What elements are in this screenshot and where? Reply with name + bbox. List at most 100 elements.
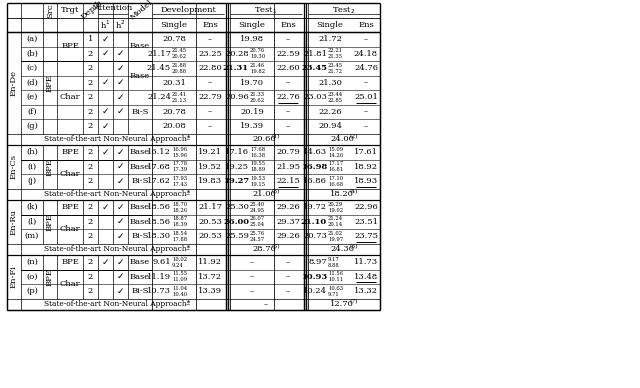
Text: 18.26: 18.26 [172, 208, 187, 213]
Text: 17.43: 17.43 [172, 182, 187, 187]
Text: 22.85: 22.85 [328, 97, 343, 102]
Text: 21.45: 21.45 [172, 48, 187, 54]
Text: (j): (j) [28, 177, 36, 185]
Text: 24.30: 24.30 [330, 245, 354, 253]
Text: Src: Src [46, 3, 54, 18]
Text: 19.72: 19.72 [303, 203, 327, 211]
Text: 22.96: 22.96 [354, 203, 378, 211]
Text: (c): (c) [26, 64, 38, 72]
Text: 11.19: 11.19 [147, 273, 171, 281]
Text: Bi-S: Bi-S [131, 232, 148, 240]
Text: 16.98: 16.98 [301, 163, 327, 171]
Text: 2: 2 [88, 177, 93, 185]
Text: 19.55: 19.55 [250, 161, 265, 166]
Text: ✓: ✓ [102, 35, 109, 44]
Text: 11.04: 11.04 [172, 286, 187, 291]
Text: –: – [250, 273, 254, 281]
Text: 10.24: 10.24 [303, 287, 327, 295]
Text: 15.09: 15.09 [328, 147, 343, 152]
Text: 2: 2 [88, 232, 93, 240]
Text: 2: 2 [88, 163, 93, 171]
Text: 20.08: 20.08 [162, 122, 186, 130]
Text: ✓: ✓ [116, 217, 124, 226]
Text: (4): (4) [350, 189, 358, 194]
Text: 2: 2 [88, 218, 93, 226]
Text: (h): (h) [26, 148, 38, 156]
Text: 20.78: 20.78 [162, 35, 186, 43]
Text: 10.11: 10.11 [328, 277, 343, 282]
Text: (m): (m) [25, 232, 39, 240]
Text: 19.27: 19.27 [223, 177, 249, 185]
Text: –: – [286, 122, 290, 130]
Text: 23.03: 23.03 [303, 93, 327, 101]
Text: 17.88: 17.88 [172, 237, 187, 242]
Text: ✓: ✓ [116, 93, 124, 102]
Text: 29.37: 29.37 [276, 218, 300, 226]
Text: 10.02: 10.02 [172, 257, 187, 262]
Text: 21.02: 21.02 [328, 231, 343, 236]
Text: 8.97: 8.97 [308, 258, 327, 266]
Text: –: – [208, 122, 212, 130]
Text: –: – [364, 35, 368, 43]
Text: (6): (6) [350, 244, 358, 249]
Text: ✓: ✓ [102, 107, 109, 116]
Text: 20.31: 20.31 [162, 79, 186, 87]
Text: Base: Base [130, 258, 150, 266]
Text: BPE: BPE [46, 74, 54, 92]
Text: 21.30: 21.30 [318, 79, 342, 87]
Text: State-of-the-art Non-Neural Approach*: State-of-the-art Non-Neural Approach* [44, 300, 190, 308]
Text: 2: 2 [88, 203, 93, 211]
Text: 18.20: 18.20 [330, 190, 354, 198]
Text: 19.97: 19.97 [328, 237, 343, 242]
Text: Bi-S: Bi-S [131, 108, 148, 116]
Text: 9.71: 9.71 [328, 291, 340, 296]
Text: Single: Single [317, 21, 344, 29]
Text: 17.39: 17.39 [172, 167, 187, 172]
Text: BPE: BPE [46, 213, 54, 231]
Text: 20.88: 20.88 [172, 69, 187, 74]
Text: 16.38: 16.38 [250, 152, 265, 158]
Text: 21.72: 21.72 [318, 35, 342, 43]
Text: State-of-the-art Non-Neural Approach*: State-of-the-art Non-Neural Approach* [44, 245, 190, 253]
Text: ✓: ✓ [116, 64, 124, 73]
Text: ✓: ✓ [116, 272, 124, 281]
Text: 24.76: 24.76 [354, 64, 378, 72]
Text: (3): (3) [272, 189, 280, 194]
Text: –: – [208, 35, 212, 43]
Text: Test$_1$: Test$_1$ [254, 5, 278, 16]
Text: 21.45: 21.45 [147, 64, 171, 72]
Text: BPE: BPE [46, 268, 54, 286]
Text: 2: 2 [88, 273, 93, 281]
Text: (g): (g) [26, 122, 38, 130]
Text: 18.30: 18.30 [147, 232, 171, 240]
Text: 20.96: 20.96 [225, 93, 249, 101]
Text: State-of-the-art Non-Neural Approach*: State-of-the-art Non-Neural Approach* [44, 135, 190, 143]
Text: Base: Base [130, 148, 150, 156]
Text: 23.44: 23.44 [328, 92, 343, 97]
Text: 20.60: 20.60 [252, 135, 276, 143]
Text: 21.17: 21.17 [198, 203, 222, 211]
Text: –: – [286, 79, 290, 87]
Text: 10.40: 10.40 [172, 291, 187, 296]
Text: 22.79: 22.79 [198, 93, 222, 101]
Text: 20.78: 20.78 [162, 108, 186, 116]
Text: ✓: ✓ [116, 258, 124, 267]
Text: 21.72: 21.72 [328, 69, 343, 74]
Text: 19.52: 19.52 [198, 163, 222, 171]
Text: 9.61: 9.61 [152, 258, 171, 266]
Text: BPE: BPE [61, 148, 79, 156]
Text: 19.82: 19.82 [250, 69, 265, 74]
Text: 24.00: 24.00 [330, 135, 354, 143]
Text: 25.40: 25.40 [250, 202, 265, 207]
Text: Base: Base [130, 203, 150, 211]
Text: 19.53: 19.53 [250, 176, 265, 181]
Text: 20.76: 20.76 [250, 48, 265, 54]
Text: 20.19: 20.19 [240, 108, 264, 116]
Text: 23.45: 23.45 [301, 64, 327, 72]
Text: 20.79: 20.79 [276, 148, 300, 156]
Text: 16.81: 16.81 [328, 167, 343, 172]
Text: 9.24: 9.24 [172, 263, 184, 268]
Text: 26.07: 26.07 [250, 217, 265, 222]
Text: (l): (l) [28, 218, 36, 226]
Text: 21.17: 21.17 [147, 50, 171, 58]
